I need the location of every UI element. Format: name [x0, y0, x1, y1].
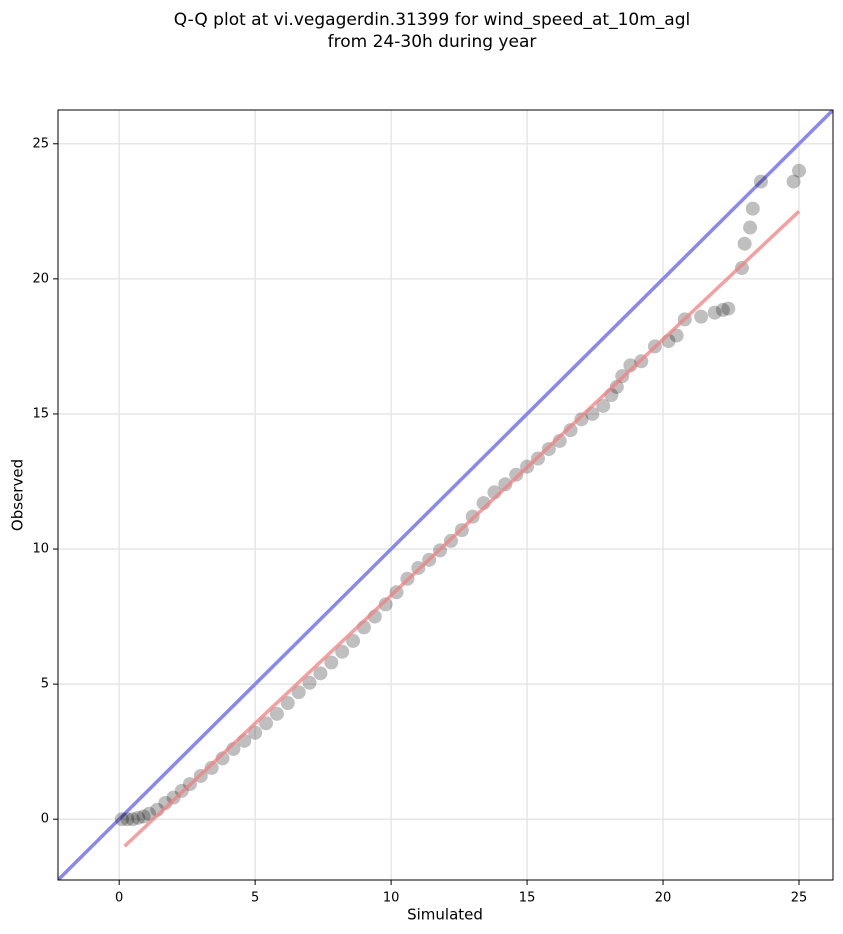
point	[136, 809, 151, 824]
fit-line	[123, 210, 801, 848]
point	[574, 412, 589, 427]
point	[302, 675, 317, 690]
x-tick-label: 5	[251, 891, 259, 906]
point	[509, 467, 524, 482]
x-tick-label: 0	[115, 891, 123, 906]
point	[335, 644, 350, 659]
point	[378, 597, 393, 612]
point	[792, 163, 807, 178]
point	[142, 806, 157, 821]
point	[125, 812, 140, 827]
x-tick-label: 20	[655, 891, 672, 906]
point	[346, 633, 361, 648]
point	[313, 666, 328, 681]
x-axis-label: Simulated	[407, 906, 483, 924]
y-tick-label: 25	[32, 136, 49, 151]
chart-title: from 24-30h during year	[328, 32, 537, 52]
point	[204, 760, 219, 775]
point	[291, 685, 306, 700]
point	[259, 716, 274, 731]
point	[114, 812, 129, 827]
point	[786, 174, 801, 189]
point	[280, 696, 295, 711]
x-tick-label: 25	[791, 891, 808, 906]
point	[753, 174, 768, 189]
point	[743, 220, 758, 235]
point	[248, 725, 263, 740]
plot-frame	[57, 109, 834, 881]
point	[498, 477, 513, 492]
point	[120, 812, 135, 827]
x-tick-label: 15	[519, 891, 536, 906]
y-tick-label: 5	[41, 677, 49, 692]
y-axis-label: Observed	[9, 459, 27, 531]
point	[715, 302, 730, 317]
point	[721, 301, 736, 316]
point	[131, 810, 146, 825]
point	[745, 201, 760, 216]
point	[734, 261, 749, 276]
point	[609, 379, 624, 394]
y-tick-label: 15	[32, 406, 49, 421]
point	[707, 305, 722, 320]
identity-line	[58, 110, 833, 880]
point	[596, 398, 611, 413]
point	[215, 751, 230, 766]
y-tick-label: 20	[32, 271, 49, 286]
point	[324, 655, 339, 670]
chart-title: Q-Q plot at vi.vegagerdin.31399 for wind…	[174, 10, 690, 30]
x-tick-label: 10	[383, 891, 400, 906]
point	[563, 423, 578, 438]
y-tick-label: 10	[32, 542, 49, 557]
point	[694, 309, 709, 324]
y-tick-label: 0	[41, 812, 49, 827]
point	[552, 433, 567, 448]
point	[737, 236, 752, 251]
point	[269, 706, 284, 721]
